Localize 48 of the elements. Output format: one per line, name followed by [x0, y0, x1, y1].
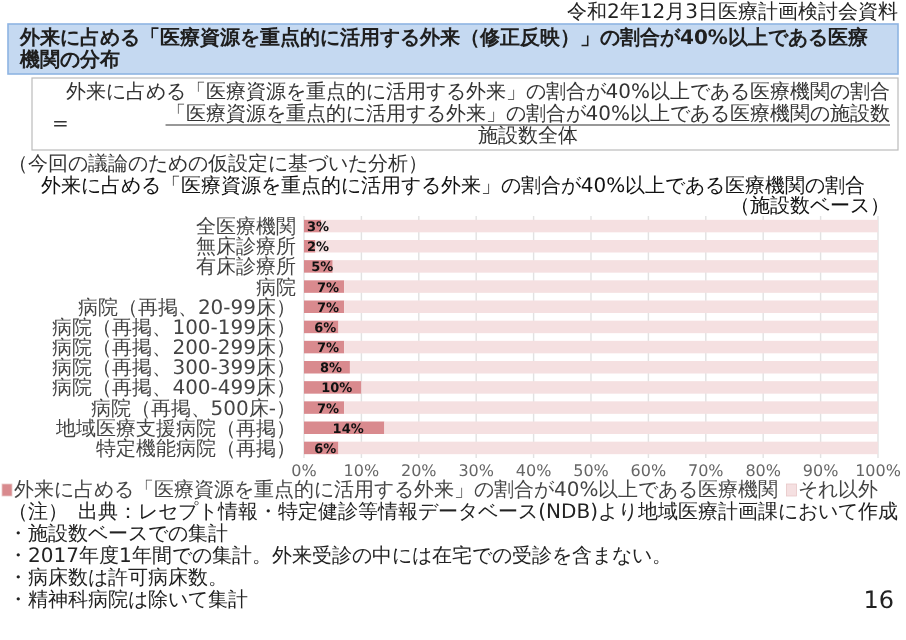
annotation: （施設数ベース） [730, 194, 890, 218]
text: ・精神科病院は除いて集計 [8, 588, 248, 612]
x-tick-label: 50% [573, 462, 610, 480]
bar [338, 441, 878, 455]
text: ・病床数は許可病床数。 [8, 566, 228, 590]
y-tick-label: 病院 [256, 275, 296, 300]
x-tick-label: 40% [515, 462, 553, 480]
bar [384, 421, 878, 434]
chart-title: 外来に占める「医療資源を重点的に活用する外来（修正反映）」の割合が40%以上である医療機関の分布 [18, 26, 868, 72]
y-tick-label: 病院（再掲、400-499床） [52, 376, 296, 401]
text: 施設数全体 [477, 124, 578, 148]
text: = [52, 114, 69, 136]
bar [344, 280, 878, 293]
bar [344, 300, 878, 313]
y-tick-label: 特定機能病院（再掲） [96, 436, 296, 461]
y-tick-label: 病院（再掲、100-199床） [52, 315, 296, 340]
y-tick-label: 有床診療所 [196, 255, 296, 280]
y-tick-label: 病院（再掲、500床-） [90, 396, 296, 421]
chart-subtitle: 外来に占める「医療資源を重点的に活用する外来」の割合が40%以上である医療機関の割合 [40, 174, 866, 198]
x-tick-label: 10% [343, 462, 380, 480]
x-tick-label: 100% [855, 462, 902, 480]
text: （今回の議論のための仮設定に基づいた分析） [8, 152, 428, 176]
text: 「医療資源を重点的に活用する外来」の割合が40%以上である医療機関の施設数 [165, 102, 890, 126]
bar [338, 320, 878, 334]
text: 16 [863, 586, 894, 614]
bar [344, 340, 878, 354]
x-tick-label: 70% [688, 462, 725, 480]
text: ・施設数ベースでの集計 [8, 522, 228, 546]
bar [344, 401, 878, 414]
y-tick-label: 地域医療支援病院（再掲） [54, 416, 296, 441]
source-note: 出典：レセプト情報・特定健診等情報データベース(NDB)より地域医療計画課において作成 [78, 500, 898, 524]
x-tick-label: 80% [745, 462, 782, 480]
legend-item: それ以外 [786, 480, 879, 502]
text: ・2017年度1年間での集計。外来受診の中には在宅での受診を含まない。 [8, 544, 672, 568]
text: （注） [8, 500, 68, 524]
legend-item: 外来に占める「医療資源を重点的に活用する外来」の割合が40%以上である医療機関 [1, 480, 779, 502]
x-tick-label: 90% [802, 462, 840, 480]
x-tick-label: 0% [291, 462, 318, 480]
y-tick-label: 病院（再掲、20-99床） [77, 295, 296, 320]
bar [361, 381, 878, 394]
text: 外来に占める「医療資源を重点的に活用する外来」の割合が40%以上である医療機関の割合 [65, 80, 890, 104]
series-label: それ以外 [798, 478, 879, 502]
x-tick-label: 30% [458, 462, 495, 480]
x-tick-label: 20% [401, 462, 438, 480]
x-tick-label: 60% [630, 462, 667, 480]
bar [349, 361, 878, 374]
text: 令和2年12月3日医療計画検討会資料 [567, 0, 898, 24]
bar [332, 260, 878, 273]
